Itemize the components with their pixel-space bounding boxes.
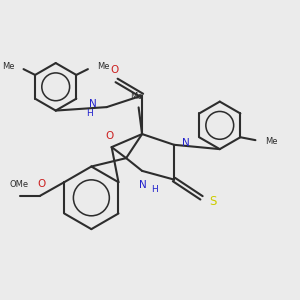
Text: N: N: [88, 99, 96, 109]
Text: N: N: [140, 180, 147, 190]
Text: N: N: [182, 138, 189, 148]
Text: H: H: [86, 109, 93, 118]
Text: H: H: [152, 185, 158, 194]
Text: O: O: [110, 64, 118, 75]
Text: OMe: OMe: [10, 180, 29, 189]
Text: S: S: [210, 195, 217, 208]
Text: Me: Me: [130, 92, 143, 101]
Text: Me: Me: [265, 137, 277, 146]
Text: O: O: [105, 131, 113, 141]
Text: Me: Me: [2, 62, 14, 71]
Text: Me: Me: [97, 62, 110, 71]
Text: O: O: [37, 179, 45, 189]
